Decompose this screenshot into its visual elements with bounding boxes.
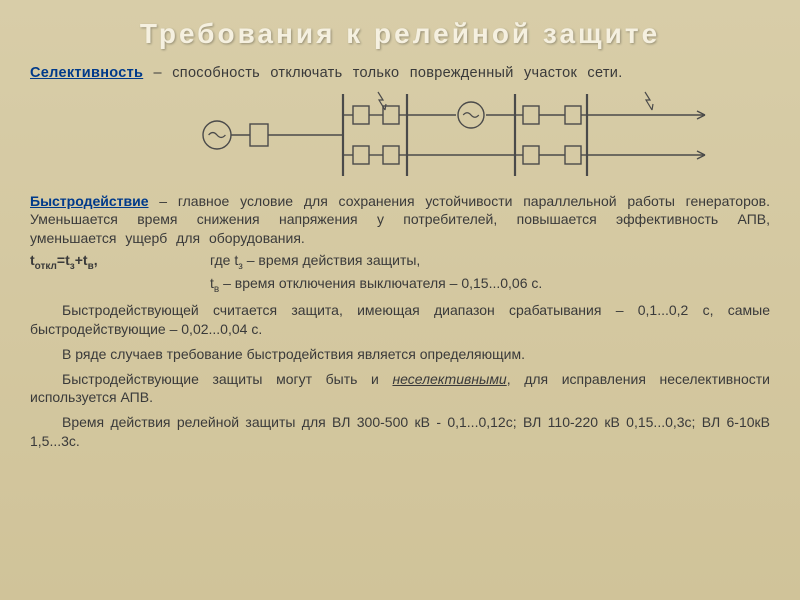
selectivity-paragraph: Селективность – способность отключать то… — [30, 64, 770, 84]
cases-paragraph: В ряде случаев требование быстродействия… — [30, 345, 770, 364]
nonsel-em: неселективными — [392, 371, 506, 387]
circuit-svg — [195, 88, 715, 182]
page-title: Требования к релейной защите — [30, 18, 770, 50]
times-paragraph: Время действия релейной защиты для ВЛ 30… — [30, 413, 770, 451]
speed-paragraph: Быстродействие – главное условие для сох… — [30, 192, 770, 249]
formula-row: tоткл=tз+tв, где tз – время действия защ… — [30, 252, 770, 272]
formula-tv: tв – время отключения выключателя – 0,15… — [210, 275, 770, 295]
nonsel-pre: Быстродействующие защиты могут быть и — [62, 371, 392, 387]
formula-tz: где tз – время действия защиты, — [210, 252, 770, 272]
nonselective-paragraph: Быстродействующие защиты могут быть и не… — [30, 370, 770, 408]
circuit-diagram — [140, 88, 770, 182]
speed-term: Быстродействие — [30, 193, 149, 209]
selectivity-term: Селективность — [30, 65, 143, 81]
formula-lhs: tоткл=tз+tв, — [30, 252, 210, 272]
fast-range-paragraph: Быстродействующей считается защита, имею… — [30, 301, 770, 339]
selectivity-text: – способность отключать только поврежден… — [143, 65, 622, 81]
